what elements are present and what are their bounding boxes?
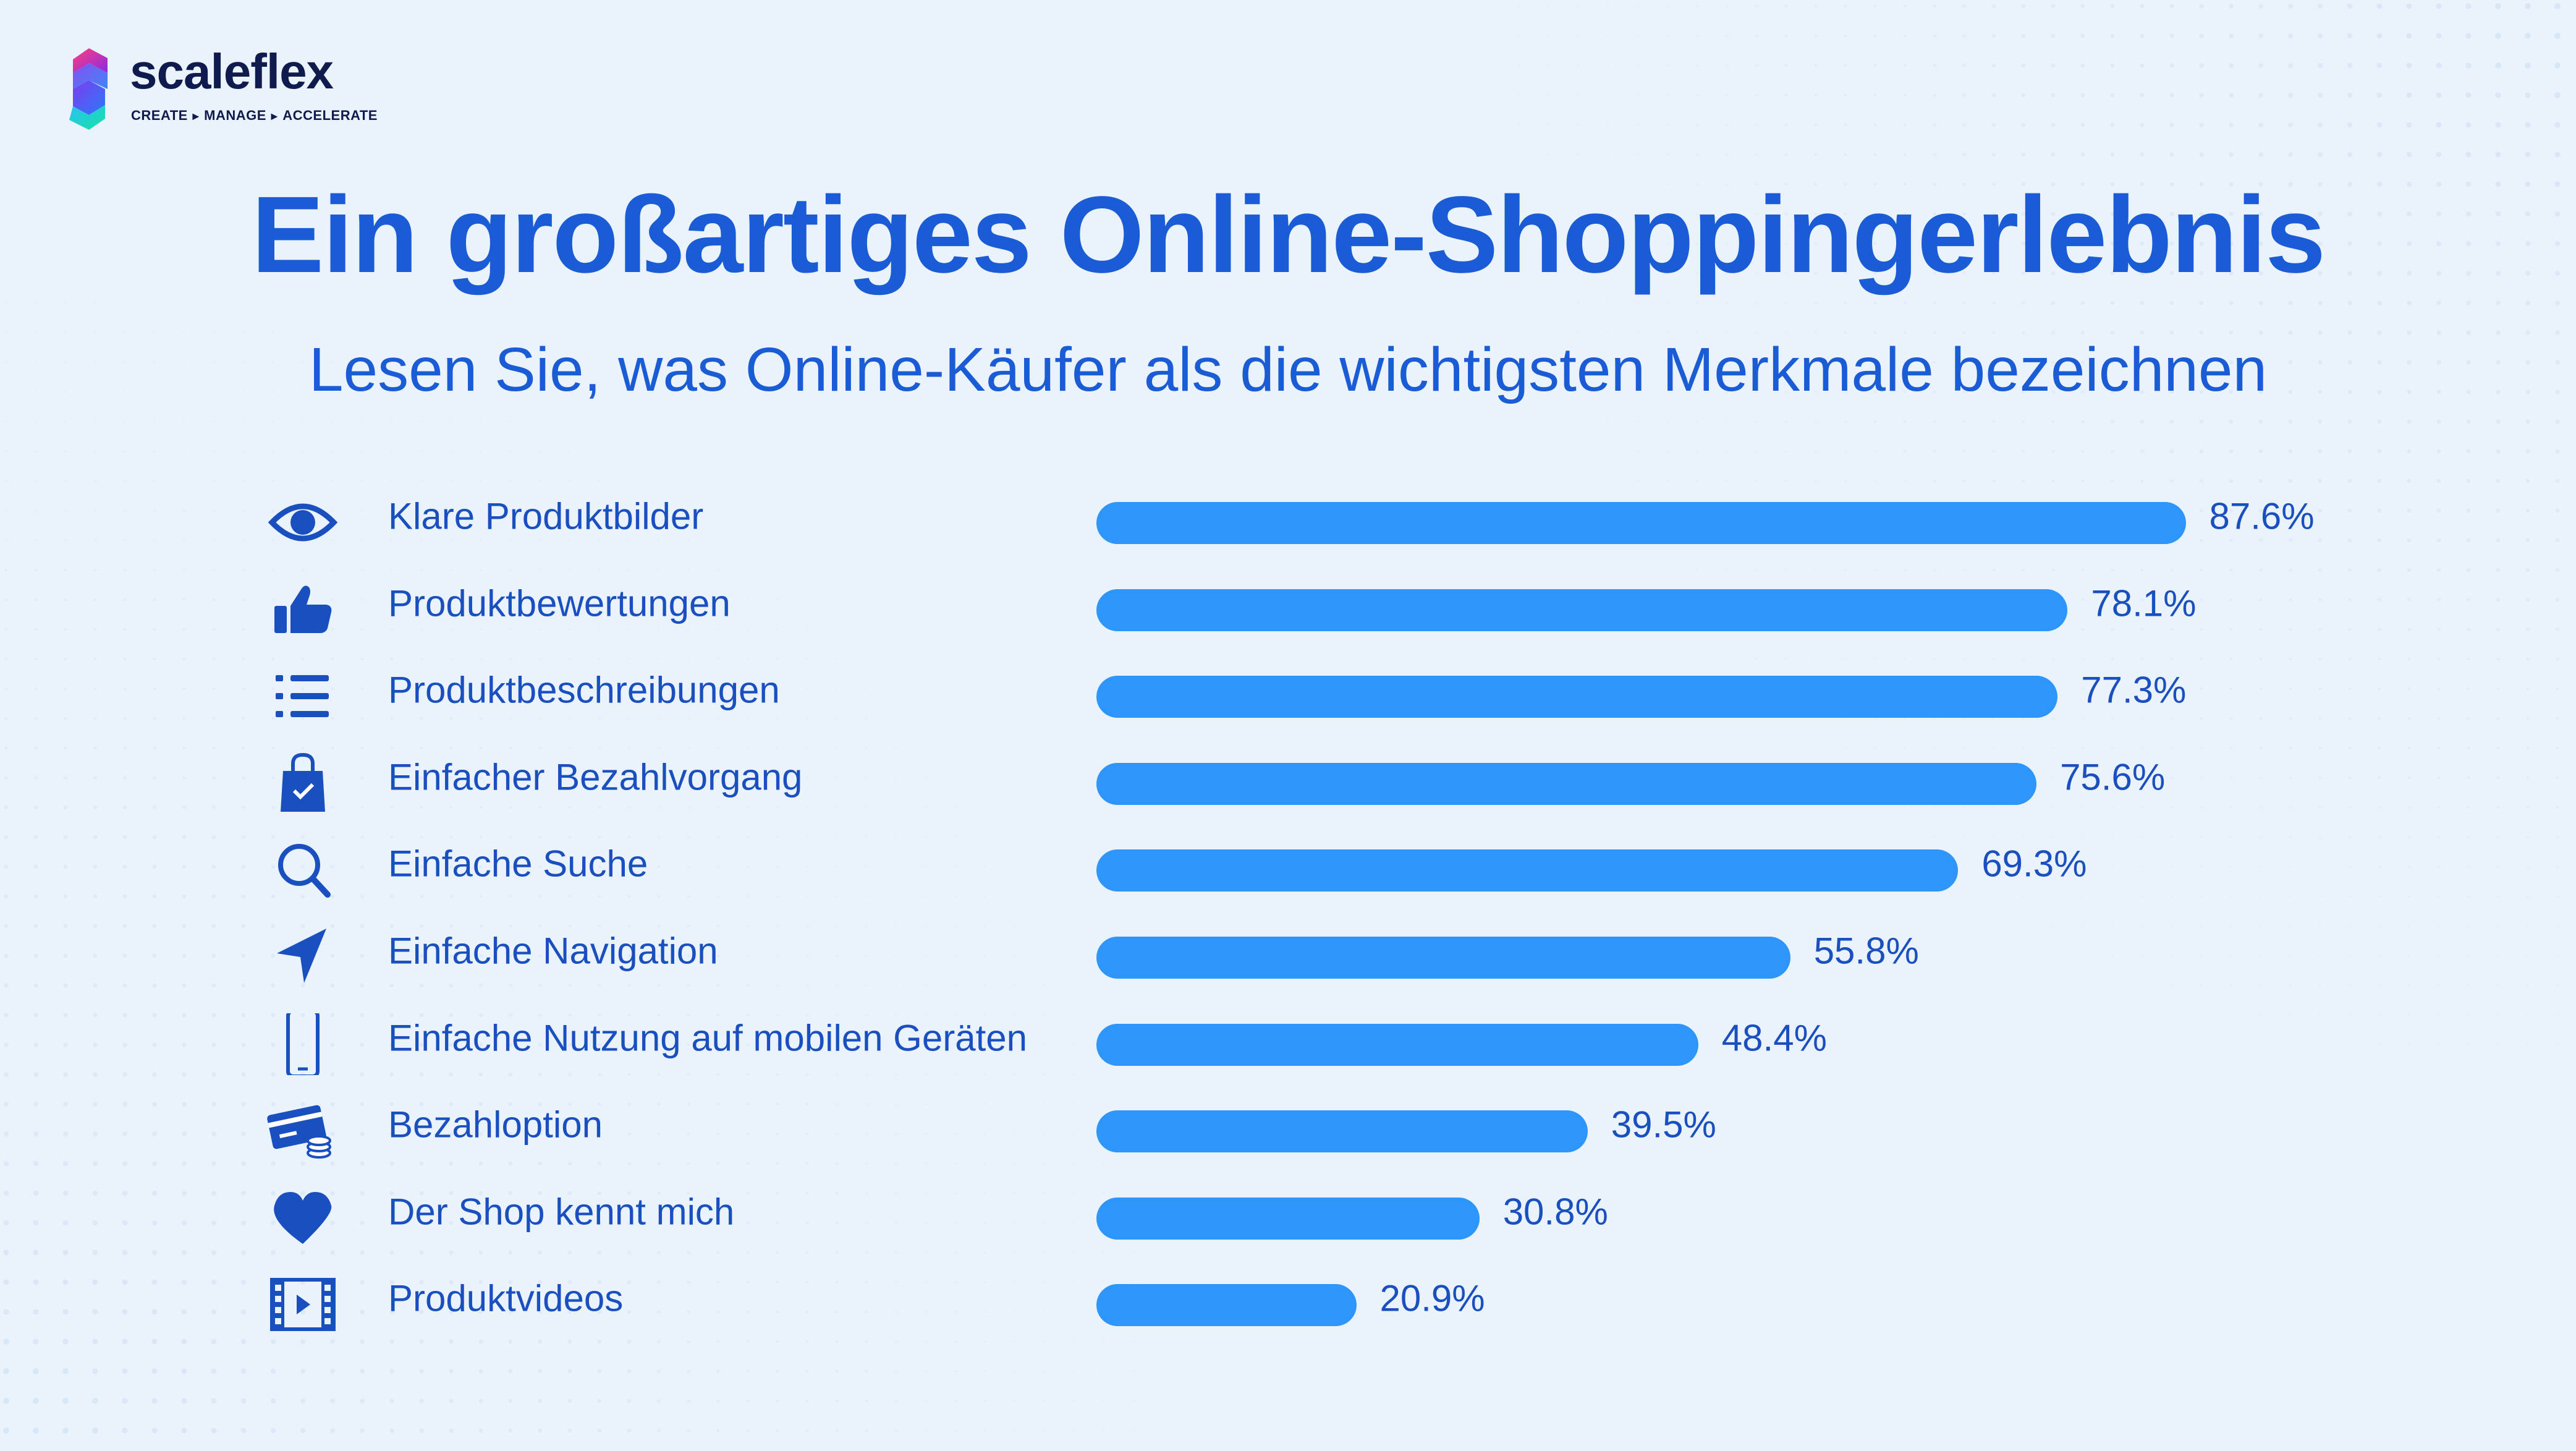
scaleflex-logo: scaleflex CREATE ► MANAGE ► ACCELERATE	[64, 46, 410, 132]
tagline-arrow-icon: ►	[190, 110, 202, 122]
chart-row: Einfacher Bezahlvorgang 75.6%	[0, 734, 2576, 820]
value-label: 30.8%	[1502, 1191, 1608, 1233]
category-label: Einfache Navigation	[388, 930, 718, 972]
category-label: Einfacher Bezahlvorgang	[388, 756, 803, 798]
chart-row: Klare Produktbilder 87.6%	[0, 473, 2576, 560]
list-icon	[266, 665, 340, 727]
category-label: Der Shop kennt mich	[388, 1191, 735, 1233]
chart-row: Produktbeschreibungen 77.3%	[0, 647, 2576, 733]
heart-icon	[266, 1187, 340, 1249]
video-icon	[266, 1274, 340, 1335]
chart-row: Produktbewertungen 78.1%	[0, 560, 2576, 647]
bar	[1096, 1197, 1480, 1240]
brand-name: scaleflex	[130, 44, 334, 99]
shopping-bag-icon	[266, 752, 340, 814]
value-label: 78.1%	[2091, 582, 2197, 624]
thumbs-up-icon	[266, 579, 340, 640]
bar	[1096, 1110, 1588, 1153]
chart-row: Einfache Nutzung auf mobilen Geräten 48.4…	[0, 995, 2576, 1081]
value-label: 55.8%	[1813, 930, 1919, 972]
category-label: Einfache Nutzung auf mobilen Geräten	[388, 1017, 1027, 1059]
value-label: 20.9%	[1379, 1277, 1485, 1319]
brand-tagline: CREATE ► MANAGE ► ACCELERATE	[131, 108, 378, 124]
chart-row: Der Shop kennt mich 30.8%	[0, 1168, 2576, 1255]
value-label: 48.4%	[1721, 1017, 1827, 1059]
category-label: Produktbewertungen	[388, 582, 731, 624]
category-label: Klare Produktbilder	[388, 495, 704, 537]
category-label: Produktbeschreibungen	[388, 669, 780, 711]
category-label: Einfache Suche	[388, 843, 648, 885]
tagline-arrow-icon: ►	[268, 110, 281, 122]
chart-subtitle: Lesen Sie, was Online-Käufer als die wic…	[308, 335, 2268, 404]
chart-row: Einfache Suche 69.3%	[0, 820, 2576, 907]
bar	[1096, 937, 1790, 979]
value-label: 39.5%	[1611, 1104, 1716, 1146]
category-label: Produktvideos	[388, 1277, 624, 1319]
bar	[1096, 762, 2037, 805]
bar	[1096, 849, 1959, 892]
bar	[1096, 502, 2186, 544]
bar	[1096, 1284, 1357, 1327]
tagline-word: CREATE	[131, 108, 188, 123]
bar	[1096, 1023, 1698, 1066]
value-label: 75.6%	[2060, 756, 2166, 798]
bar	[1096, 676, 2058, 718]
value-label: 87.6%	[2209, 495, 2315, 537]
tagline-word: MANAGE	[204, 108, 266, 123]
chart-title: Ein großartiges Online-Shoppingerlebnis	[251, 174, 2326, 296]
scaleflex-logo-mark	[69, 48, 108, 130]
category-label: Bezahloption	[388, 1104, 603, 1146]
chart-row: Bezahloption 39.5%	[0, 1081, 2576, 1168]
chart-row: Einfache Navigation 55.8%	[0, 908, 2576, 994]
eye-icon	[266, 491, 340, 553]
bar	[1096, 589, 2068, 631]
smartphone-icon	[266, 1013, 340, 1075]
value-label: 77.3%	[2081, 669, 2187, 711]
value-label: 69.3%	[1981, 843, 2087, 885]
navigation-arrow-icon	[266, 926, 340, 988]
credit-card-coins-icon	[266, 1100, 340, 1162]
tagline-word: ACCELERATE	[282, 108, 378, 123]
chart-row: Produktvideos 20.9%	[0, 1255, 2576, 1342]
search-icon	[266, 839, 340, 901]
